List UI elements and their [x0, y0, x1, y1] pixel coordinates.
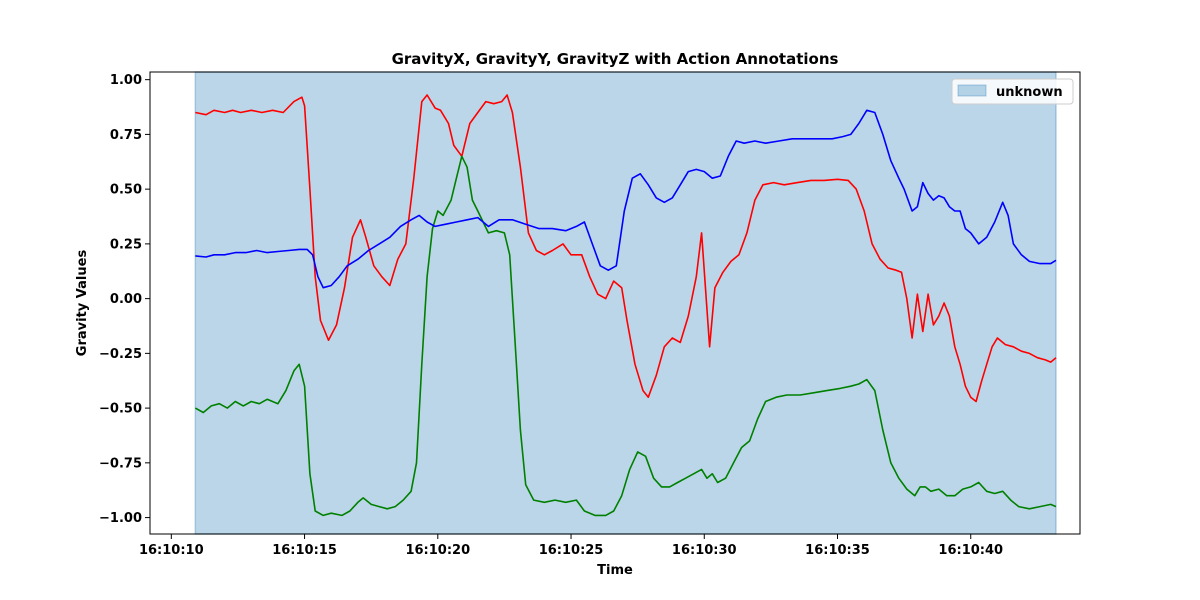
- x-tick-label: 16:10:40: [938, 543, 1003, 558]
- x-tick-label: 16:10:30: [672, 543, 737, 558]
- y-tick-label: −0.50: [99, 402, 142, 417]
- legend-box: [951, 78, 1074, 105]
- legend-label-unknown: unknown: [996, 85, 1063, 100]
- y-axis: 1.00 0.75 0.50 0.25 0.00 −0.25 −0.50 −0.75 −1.00: [99, 73, 150, 526]
- y-tick-label: 0.75: [110, 128, 142, 143]
- y-tick-label: 0.50: [110, 183, 142, 198]
- series-line-3: [195, 109, 1057, 289]
- x-axis: 16:10:10 16:10:15 16:10:20 16:10:25 16:10:30…: [139, 534, 1003, 558]
- legend-swatch-unknown: [957, 84, 987, 97]
- x-tick-label: 16:10:25: [539, 543, 604, 558]
- x-tick-label: 16:10:20: [405, 543, 470, 558]
- x-axis-label: Time: [597, 563, 633, 578]
- legend: unknown: [951, 78, 1074, 105]
- x-tick-label: 16:10:35: [805, 543, 870, 558]
- series-line-2: [194, 155, 1057, 517]
- annotation-layer: [194, 71, 1057, 535]
- y-tick-label: 0.00: [110, 292, 142, 307]
- plot-frame: [149, 71, 1081, 535]
- y-tick-label: 0.25: [110, 237, 142, 252]
- y-tick-label: −0.25: [99, 347, 142, 362]
- series-line-1: [195, 94, 1057, 403]
- x-tick-label: 16:10:10: [139, 543, 204, 558]
- annotation-span-unknown: [194, 71, 1057, 535]
- y-tick-label: −1.00: [99, 511, 142, 526]
- y-axis-label: Gravity Values: [75, 250, 90, 357]
- chart-title: GravityX, GravityY, GravityZ with Action…: [392, 50, 839, 68]
- y-tick-label: −0.75: [99, 456, 142, 471]
- y-tick-label: 1.00: [110, 73, 142, 88]
- series-layer: [194, 94, 1057, 517]
- x-tick-label: 16:10:15: [272, 543, 337, 558]
